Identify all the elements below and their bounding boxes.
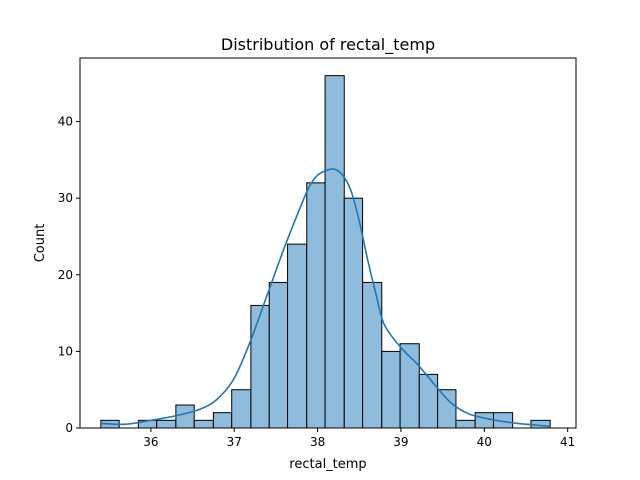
histogram-bars [100, 75, 551, 429]
histogram-bar-19 [455, 419, 476, 429]
y-tick-label: 10 [58, 344, 73, 358]
histogram-bar-11 [306, 182, 326, 429]
histogram-bar-10 [287, 243, 308, 429]
y-tick-label: 20 [58, 268, 73, 282]
x-tick-label: 38 [310, 435, 325, 449]
histogram-bar-7 [231, 389, 252, 429]
x-tick-label: 39 [393, 435, 408, 449]
histogram-bar-20 [474, 412, 494, 429]
histogram-bar-15 [381, 350, 401, 429]
histogram-bar-13 [343, 197, 364, 429]
y-tick-label: 40 [58, 115, 73, 129]
kde-curve-layer [100, 168, 552, 428]
histogram-bar-8 [250, 304, 270, 429]
histogram-bar-12 [324, 75, 345, 429]
x-tick-label: 41 [560, 435, 575, 449]
x-tick-label: 36 [143, 435, 158, 449]
y-tick-label: 0 [65, 421, 73, 435]
x-tick-label: 37 [227, 435, 242, 449]
histogram-bar-18 [437, 389, 457, 429]
histogram-bar-6 [212, 412, 233, 429]
y-axis-label: Count [33, 224, 48, 263]
histogram-bar-5 [193, 419, 214, 429]
chart-title: Distribution of rectal_temp [221, 35, 435, 55]
histogram-bar-9 [268, 281, 289, 429]
histogram-bar-3 [156, 419, 177, 429]
histogram-bar-4 [175, 404, 195, 429]
y-tick-label: 30 [58, 191, 73, 205]
kde-curve [100, 168, 552, 428]
plot-frame [79, 57, 577, 429]
x-axis-ticks: 36 37 38 39 40 41 [143, 428, 575, 449]
x-axis-label: rectal_temp [289, 457, 366, 472]
histogram-bar-17 [418, 373, 439, 429]
y-axis-ticks: 0 10 20 30 40 [58, 115, 80, 435]
x-tick-label: 40 [477, 435, 492, 449]
